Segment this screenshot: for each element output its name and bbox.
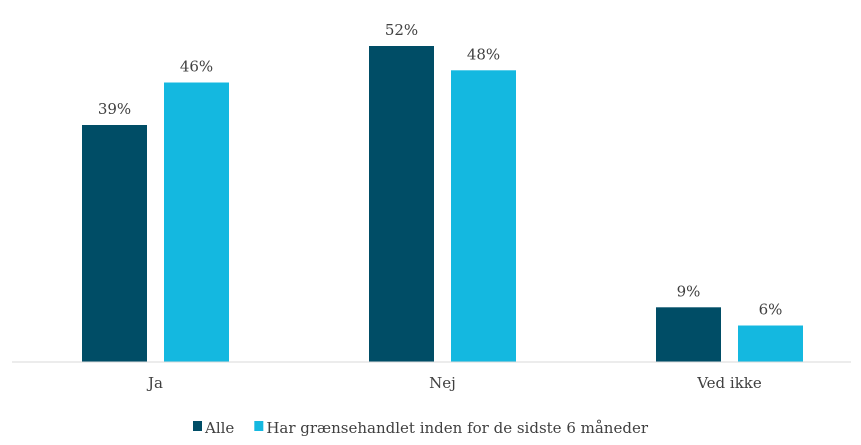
data-label-nej-series-1: 52% [385,21,418,39]
x-tick-label-ja: Ja [146,374,163,392]
data-label-ja-series-2: 46% [180,58,213,76]
data-label-ja-series-1: 39% [98,100,131,118]
bar-nej-series-1 [369,46,434,362]
data-labels-layer: 39% 46% 52% 48% 9% 6% [98,21,783,319]
x-tick-label-nej: Nej [429,374,456,392]
legend-label-series-1: Alle [204,419,234,437]
legend-swatch-series-2 [254,421,264,431]
data-label-ved-ikke-series-1: 9% [677,282,701,300]
bars-layer [82,46,803,363]
legend-swatch-series-1 [193,421,202,431]
bar-ja-series-1 [82,125,147,362]
legend: Alle Har grænsehandlet inden for de sidst… [193,419,649,437]
bar-nej-series-2 [451,70,516,363]
data-label-nej-series-2: 48% [467,45,500,63]
x-tick-label-ved-ikke: Ved ikke [696,374,762,392]
bar-ja-series-2 [164,82,229,362]
bar-ved-ikke-series-2 [738,325,803,362]
bar-ved-ikke-series-1 [656,307,721,362]
data-label-ved-ikke-series-2: 6% [759,301,783,319]
legend-label-series-2: Har grænsehandlet inden for de sidste 6 … [266,419,649,437]
x-axis-ticks: Ja Nej Ved ikke [146,374,762,392]
